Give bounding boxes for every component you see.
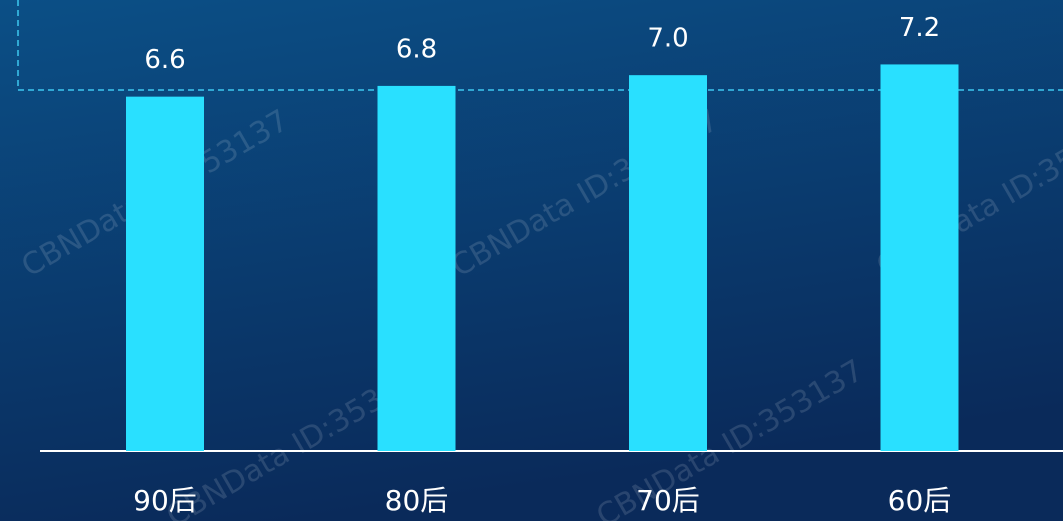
x-tick-label: 80后 [385,484,449,517]
value-label: 6.6 [144,45,185,75]
bar [629,75,707,452]
value-label: 7.2 [899,13,940,43]
value-label: 7.0 [647,24,688,54]
bar [377,85,456,452]
x-tick-label: 60后 [888,484,952,517]
bar [880,64,959,451]
x-tick-label: 70后 [636,484,700,517]
dashed-frame [17,0,1063,91]
bar [126,96,204,452]
x-tick-label: 90后 [133,484,197,517]
value-label: 6.8 [396,34,437,64]
